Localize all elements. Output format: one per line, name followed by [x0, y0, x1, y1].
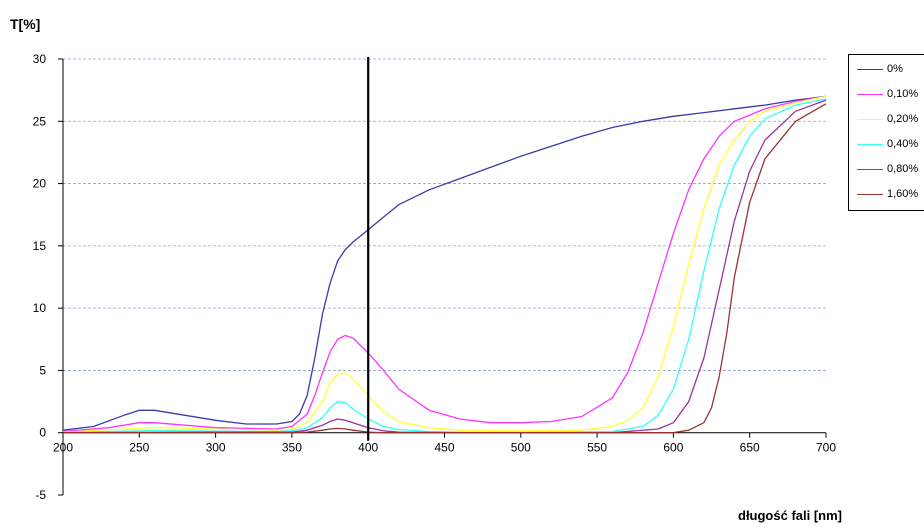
legend-item: 0,80%: [857, 161, 918, 177]
legend-item: 0,40%: [857, 136, 918, 152]
y-tick-label: -5: [35, 488, 46, 502]
legend-swatch: [857, 118, 883, 120]
legend-label: 0%: [887, 63, 903, 75]
legend-label: 0,80%: [887, 163, 919, 175]
x-tick-label: 550: [587, 441, 607, 455]
y-tick-label: 5: [39, 363, 46, 377]
legend-label: 0,20%: [887, 113, 919, 125]
x-tick-label: 300: [206, 441, 226, 455]
x-tick-label: 250: [129, 441, 149, 455]
x-tick-label: 600: [663, 441, 683, 455]
series-line: [63, 103, 827, 434]
legend-item: 1,60%: [857, 186, 918, 202]
y-tick-label: 0: [39, 426, 46, 440]
legend-item: 0%: [857, 61, 903, 77]
series-line: [62, 95, 827, 433]
x-tick-label: 450: [434, 441, 454, 455]
y-axis-title: T[%]: [10, 16, 41, 32]
y-tick-label: 15: [33, 239, 47, 253]
legend-label: 0,40%: [887, 138, 919, 150]
legend-swatch: [857, 68, 883, 70]
legend-swatch: [857, 168, 883, 170]
series-line: [62, 95, 827, 433]
series-line: [62, 99, 827, 434]
x-tick-label: 650: [740, 441, 760, 455]
x-tick-label: 700: [816, 441, 836, 455]
x-tick-label: 400: [358, 441, 378, 455]
legend-swatch: [857, 143, 883, 145]
chart-legend: 0% 0,10% 0,20% 0,40% 0,80% 1,60%: [848, 54, 924, 211]
y-tick-label: 30: [33, 52, 47, 66]
x-tick-label: 350: [282, 441, 302, 455]
series-line: [62, 95, 827, 431]
x-axis-title: długość fali [nm]: [738, 508, 842, 523]
x-tick-label: 500: [511, 441, 531, 455]
y-tick-label: 25: [33, 114, 47, 128]
y-tick-label: 20: [33, 177, 47, 191]
legend-item: 0,10%: [857, 86, 918, 102]
legend-swatch: [857, 193, 883, 195]
series-line: [62, 98, 827, 434]
legend-label: 0,10%: [887, 88, 919, 100]
x-tick-label: 200: [53, 441, 73, 455]
legend-item: 0,20%: [857, 111, 918, 127]
legend-swatch: [857, 93, 883, 95]
legend-label: 1,60%: [887, 188, 919, 200]
y-tick-label: 10: [33, 301, 47, 315]
